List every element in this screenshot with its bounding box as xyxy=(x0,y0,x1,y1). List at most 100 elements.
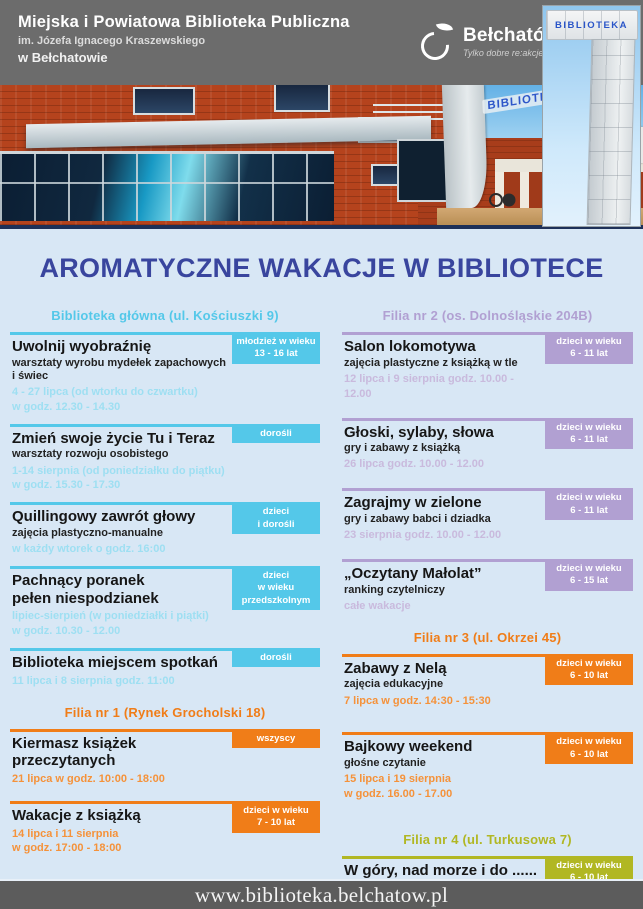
event-schedule-lines: 4 - 27 lipca (od wtorku do czwartku) w go… xyxy=(12,385,228,415)
event-title: Quillingowy zawrót głowy xyxy=(12,508,196,526)
sign-pylon-photo xyxy=(441,85,488,209)
event-schedule: 4 - 27 lipca (od wtorku do czwartku) xyxy=(12,386,198,399)
glass-storefront xyxy=(0,150,335,222)
divider xyxy=(10,728,320,732)
event-item: dorośli Biblioteka miejscem spotkań 11 l… xyxy=(10,648,320,689)
audience-badge: dzieci w wieku 6 - 10 lat xyxy=(545,653,633,686)
venue-heading: Filia nr 2 (os. Dolnośląskie 204B) xyxy=(382,308,593,323)
event-title: Głoski, sylaby, słowa xyxy=(344,423,494,441)
divider xyxy=(342,856,633,859)
event-title: Zmień swoje życie Tu i Teraz xyxy=(12,429,215,447)
event-item: dzieci w wieku przedszkolnym Pachnący po… xyxy=(10,566,320,639)
org-line-2: im. Józefa Ignacego Kraszewskiego xyxy=(18,35,206,47)
event-schedule: 15 lipca i 19 sierpnia xyxy=(344,773,452,786)
event-columns: Biblioteka główna (ul. Kościuszki 9) mło… xyxy=(0,298,643,909)
event-schedule: w każdy wtorek o godz. 16:00 xyxy=(12,543,166,556)
divider xyxy=(10,800,320,804)
event-title: „Oczytany Małolat” xyxy=(344,565,482,582)
event-schedule: 14 lipca i 11 sierpnia xyxy=(12,827,119,840)
event-subtitle: warsztaty wyrobu mydełek zapachowych i ś… xyxy=(12,356,226,382)
org-line-3: w Bełchatowie xyxy=(18,50,108,65)
event-item: dzieci w wieku 6 - 10 lat Bajkowy weeken… xyxy=(342,732,633,802)
venue-section: Filia nr 1 (Rynek Grocholski 18) wszyscy… xyxy=(10,705,320,857)
event-schedule-lines: 7 lipca w godz. 14:30 - 15:30 xyxy=(344,694,541,709)
event-title: Wakacje z książką xyxy=(12,806,141,824)
library-name: Miejska i Powiatowa Biblioteka Publiczna… xyxy=(18,13,533,65)
org-line-1: Miejska i Powiatowa Biblioteka Publiczna xyxy=(18,13,350,31)
library-sign-photo: BIBLIOTEKA xyxy=(542,5,641,227)
website-url: www.biblioteka.belchatow.pl xyxy=(194,882,449,907)
event-item: dzieci i dorośli Quillingowy zawrót głow… xyxy=(10,502,320,557)
sign-pylon xyxy=(586,39,636,225)
divider xyxy=(10,423,320,427)
divider xyxy=(10,332,320,335)
audience-badge: dzieci i dorośli xyxy=(232,502,320,534)
event-schedule-lines: 1-14 sierpnia (od poniedziałku do piątku… xyxy=(12,464,228,494)
belchatow-logo-icon xyxy=(418,22,454,60)
event-item: dzieci w wieku 7 - 10 lat Wakacje z ksią… xyxy=(10,800,320,857)
footer-bar: www.biblioteka.belchatow.pl xyxy=(0,879,643,909)
poster-title: AROMATYCZNE WAKACJE W BIBLIOTECE xyxy=(39,253,604,283)
event-schedule: 1-14 sierpnia (od poniedziałku do piątku… xyxy=(12,464,225,477)
divider xyxy=(342,417,633,421)
audience-badge: dzieci w wieku przedszkolnym xyxy=(232,566,320,611)
window xyxy=(276,85,328,111)
audience-badge: dzieci w wieku 6 - 10 lat xyxy=(545,732,633,765)
audience-badge: dorośli xyxy=(232,423,320,444)
event-schedule-lines: 12 lipca i 9 sierpnia godz. 10.00 - 12.0… xyxy=(344,372,541,402)
event-subtitle: gry i zabawy babci i dziadka xyxy=(344,512,491,525)
event-schedule-lines: 23 sierpnia godz. 10.00 - 12.00 xyxy=(344,528,541,543)
poster-body: AROMATYCZNE WAKACJE W BIBLIOTECE Bibliot… xyxy=(0,229,643,909)
venue-heading: Filia nr 1 (Rynek Grocholski 18) xyxy=(64,704,266,720)
divider xyxy=(342,559,633,562)
event-schedule-lines: 21 lipca w godz. 10:00 - 18:00 xyxy=(12,772,228,787)
divider xyxy=(342,653,633,657)
venue-section: Filia nr 2 (os. Dolnośląskie 204B) dziec… xyxy=(342,308,633,614)
left-column: Biblioteka główna (ul. Kościuszki 9) mło… xyxy=(10,298,320,870)
event-item: dzieci w wieku 6 - 11 lat Głoski, sylaby… xyxy=(342,417,633,473)
event-title: Uwolnij wyobraźnię xyxy=(12,338,152,355)
divider xyxy=(342,488,633,492)
event-schedule: 21 lipca w godz. 10:00 - 18:00 xyxy=(12,773,165,785)
logo-city-name: Bełchatów xyxy=(463,24,560,46)
event-title: Kiermasz książek przeczytanych xyxy=(12,734,137,770)
event-schedule: w godz. 10.30 - 12.00 xyxy=(12,625,121,638)
event-item: dzieci w wieku 6 - 11 lat Salon lokomoty… xyxy=(342,332,633,402)
event-schedule: 26 lipca godz. 10.00 - 12.00 xyxy=(344,458,485,471)
audience-badge: młodzież w wieku 13 - 16 lat xyxy=(232,332,320,364)
sign-board: BIBLIOTEKA xyxy=(545,10,638,40)
bicycles xyxy=(488,192,503,207)
event-schedule: w godz. 17:00 - 18:00 xyxy=(12,842,122,855)
event-schedule-lines: 14 lipca i 11 sierpnia w godz. 17:00 - 18… xyxy=(12,827,228,857)
event-subtitle: zajęcia plastyczne z książką w tle xyxy=(344,356,518,369)
header-bar: Miejska i Powiatowa Biblioteka Publiczna… xyxy=(0,0,643,85)
entrance-glass xyxy=(398,141,451,200)
audience-badge: dzieci w wieku 6 - 11 lat xyxy=(545,332,633,364)
audience-badge: dzieci w wieku 6 - 11 lat xyxy=(545,488,633,520)
event-schedule: lipiec-sierpień (w poniedziałki i piątki… xyxy=(12,610,209,623)
event-item: dzieci w wieku 6 - 11 lat Zagrajmy w zie… xyxy=(342,488,633,543)
audience-badge: dzieci w wieku 7 - 10 lat xyxy=(232,800,320,833)
event-schedule: 7 lipca w godz. 14:30 - 15:30 xyxy=(344,694,491,707)
event-schedule-lines: 26 lipca godz. 10.00 - 12.00 xyxy=(344,457,541,472)
divider xyxy=(342,332,633,335)
venue-heading: Filia nr 4 (ul. Turkusowa 7) xyxy=(403,832,572,847)
event-item: młodzież w wieku 13 - 16 lat Uwolnij wyo… xyxy=(10,332,320,415)
event-subtitle: warsztaty rozwoju osobistego xyxy=(12,448,169,461)
event-schedule: w godz. 15.30 - 17.30 xyxy=(12,479,121,492)
event-schedule: 12 lipca i 9 sierpnia godz. 10.00 - 12.0… xyxy=(344,372,514,400)
divider xyxy=(342,732,633,736)
event-item: dzieci w wieku 6 - 10 lat Zabawy z Nelą … xyxy=(342,653,633,709)
divider xyxy=(10,648,320,652)
right-column: Filia nr 2 (os. Dolnośląskie 204B) dziec… xyxy=(342,298,633,909)
event-schedule-lines: 15 lipca i 19 sierpnia w godz. 16.00 - 17… xyxy=(344,772,541,802)
event-title: Pachnący poranek pełen niespodzianek xyxy=(12,572,159,607)
window xyxy=(135,89,193,113)
venue-heading: Filia nr 3 (ul. Okrzei 45) xyxy=(413,629,562,645)
divider xyxy=(10,566,320,570)
event-schedule: całe wakacje xyxy=(344,599,411,612)
logo-tagline: Tylko dobre re:akcje xyxy=(463,47,544,58)
event-title: Zagrajmy w zielone xyxy=(344,494,482,512)
event-schedule: 11 lipca i 8 sierpnia godz. 11:00 xyxy=(12,674,175,687)
event-item: dorośli Zmień swoje życie Tu i Teraz war… xyxy=(10,423,320,494)
